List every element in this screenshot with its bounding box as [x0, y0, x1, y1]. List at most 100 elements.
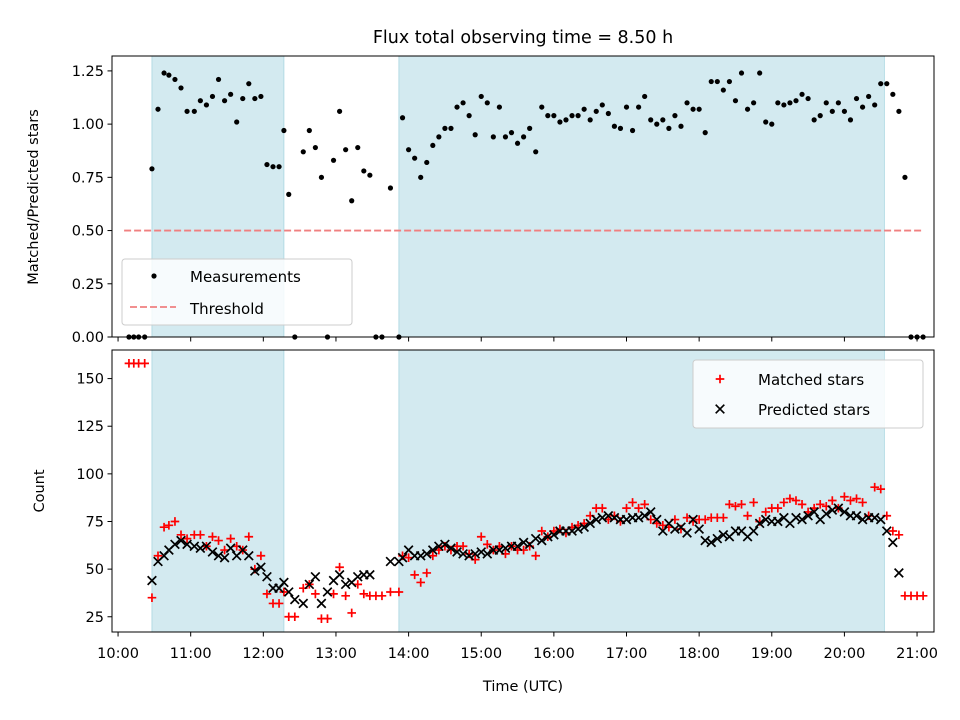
measurement-point — [793, 98, 799, 104]
measurement-point — [872, 102, 878, 108]
measurement-point — [258, 93, 264, 100]
predicted-star-point — [754, 518, 765, 529]
legend-label-threshold: Threshold — [189, 300, 264, 318]
predicted-star-point — [827, 505, 838, 515]
legend-box — [121, 258, 353, 326]
matched-star-point — [256, 551, 266, 561]
measurement-point — [343, 147, 349, 153]
measurement-point — [799, 91, 805, 97]
measurement-point — [714, 78, 720, 85]
measurement-point — [502, 134, 509, 140]
predicted-star-point — [452, 547, 462, 557]
predicted-star-point — [657, 526, 668, 536]
measurement-point — [436, 134, 442, 140]
top-axes-frame — [111, 55, 935, 338]
measurement-point — [629, 127, 636, 134]
matched-star-point — [622, 503, 631, 513]
measurement-point — [221, 98, 228, 104]
y-tick-label: 0.25 — [72, 277, 104, 293]
matched-star-point — [341, 591, 350, 601]
matched-star-point — [779, 498, 789, 507]
predicted-star-point — [213, 550, 224, 561]
matched-star-point — [828, 496, 837, 505]
predicted-star-point — [334, 569, 345, 580]
predicted-star-point — [352, 571, 363, 582]
predicted-star-point — [893, 568, 904, 578]
matched-star-point — [731, 501, 740, 511]
predicted-star-point — [851, 510, 862, 521]
predicted-star-point — [833, 503, 844, 514]
measurement-point — [234, 119, 240, 125]
predicted-star-point — [512, 541, 523, 552]
measurement-point — [155, 106, 161, 112]
predicted-star-point — [195, 543, 206, 554]
predicted-star-point — [219, 552, 230, 563]
predicted-star-point — [440, 539, 450, 550]
predicted-star-point — [881, 526, 892, 536]
bottom-x-axis: 10:00 11:00 12:00 13:00 14:00 15:00 16:00 17:00… — [97, 632, 938, 662]
legend-box — [692, 359, 924, 429]
measurement-point — [539, 104, 545, 110]
measurement-point — [636, 104, 642, 110]
measurement-point — [581, 106, 587, 112]
predicted-star-point — [316, 598, 327, 609]
legend-label-measurements: Measurements — [190, 268, 301, 286]
measurement-point — [418, 174, 424, 180]
x-tick-label: 18:00 — [678, 646, 720, 662]
measurement-point — [787, 100, 793, 106]
predicted-star-point — [415, 550, 426, 561]
measurement-point — [178, 85, 184, 91]
measurement-point — [642, 93, 648, 100]
matched-star-point — [628, 498, 637, 507]
predicted-star-point — [464, 550, 475, 561]
bottom-panel: 25 50 75 100 125 150 10:00 11:00 12:00 13:00 14:0… — [32, 349, 938, 695]
measurement-point — [853, 95, 860, 102]
matched-star-point — [797, 500, 807, 509]
measurement-point — [228, 91, 234, 97]
measurement-point — [387, 185, 394, 191]
x-tick-label: 14:00 — [388, 646, 430, 662]
predicted-star-point — [207, 547, 218, 557]
measurement-point — [757, 70, 763, 76]
matched-star-point — [894, 530, 904, 540]
matched-star-point — [153, 551, 163, 561]
predicted-star-point — [603, 510, 614, 521]
bottom-shaded-regions — [151, 349, 885, 633]
matched-star-point — [761, 507, 771, 517]
measurement-point — [300, 149, 306, 155]
matched-star-point — [482, 540, 492, 549]
measurement-point — [533, 149, 539, 155]
measurement-point — [466, 113, 472, 119]
measurement-point — [599, 102, 605, 108]
measurement-point — [890, 91, 896, 97]
predicted-star-point — [573, 524, 583, 535]
measurement-point — [478, 93, 484, 100]
bottom-series — [124, 359, 928, 623]
measurement-point — [575, 113, 581, 119]
x-tick-label: 17:00 — [606, 646, 648, 662]
measurement-point — [708, 78, 714, 85]
matched-star-point — [458, 541, 468, 551]
measurement-point — [751, 100, 757, 106]
predicted-star-point — [322, 587, 333, 597]
matched-star-point — [422, 568, 432, 578]
measurement-point — [823, 100, 829, 106]
predicted-star-point — [243, 550, 254, 561]
matched-star-point — [410, 570, 419, 580]
predicted-star-point — [579, 522, 590, 533]
bottom-axes-frame — [111, 349, 935, 633]
predicted-star-point — [797, 514, 807, 525]
predicted-star-point — [536, 535, 547, 546]
matched-star-point — [700, 515, 710, 524]
predicted-star-point — [470, 548, 481, 559]
predicted-star-point — [591, 514, 602, 525]
predicted-star-point — [340, 579, 351, 590]
measurement-point — [738, 70, 745, 76]
matched-star-point — [279, 587, 289, 597]
measurement-point — [878, 81, 884, 87]
bottom-legend: Matched stars Predicted stars — [692, 359, 924, 429]
predicted-star-point — [718, 529, 729, 540]
predicted-star-point — [639, 510, 650, 521]
x-tick-label: 13:00 — [315, 646, 357, 662]
